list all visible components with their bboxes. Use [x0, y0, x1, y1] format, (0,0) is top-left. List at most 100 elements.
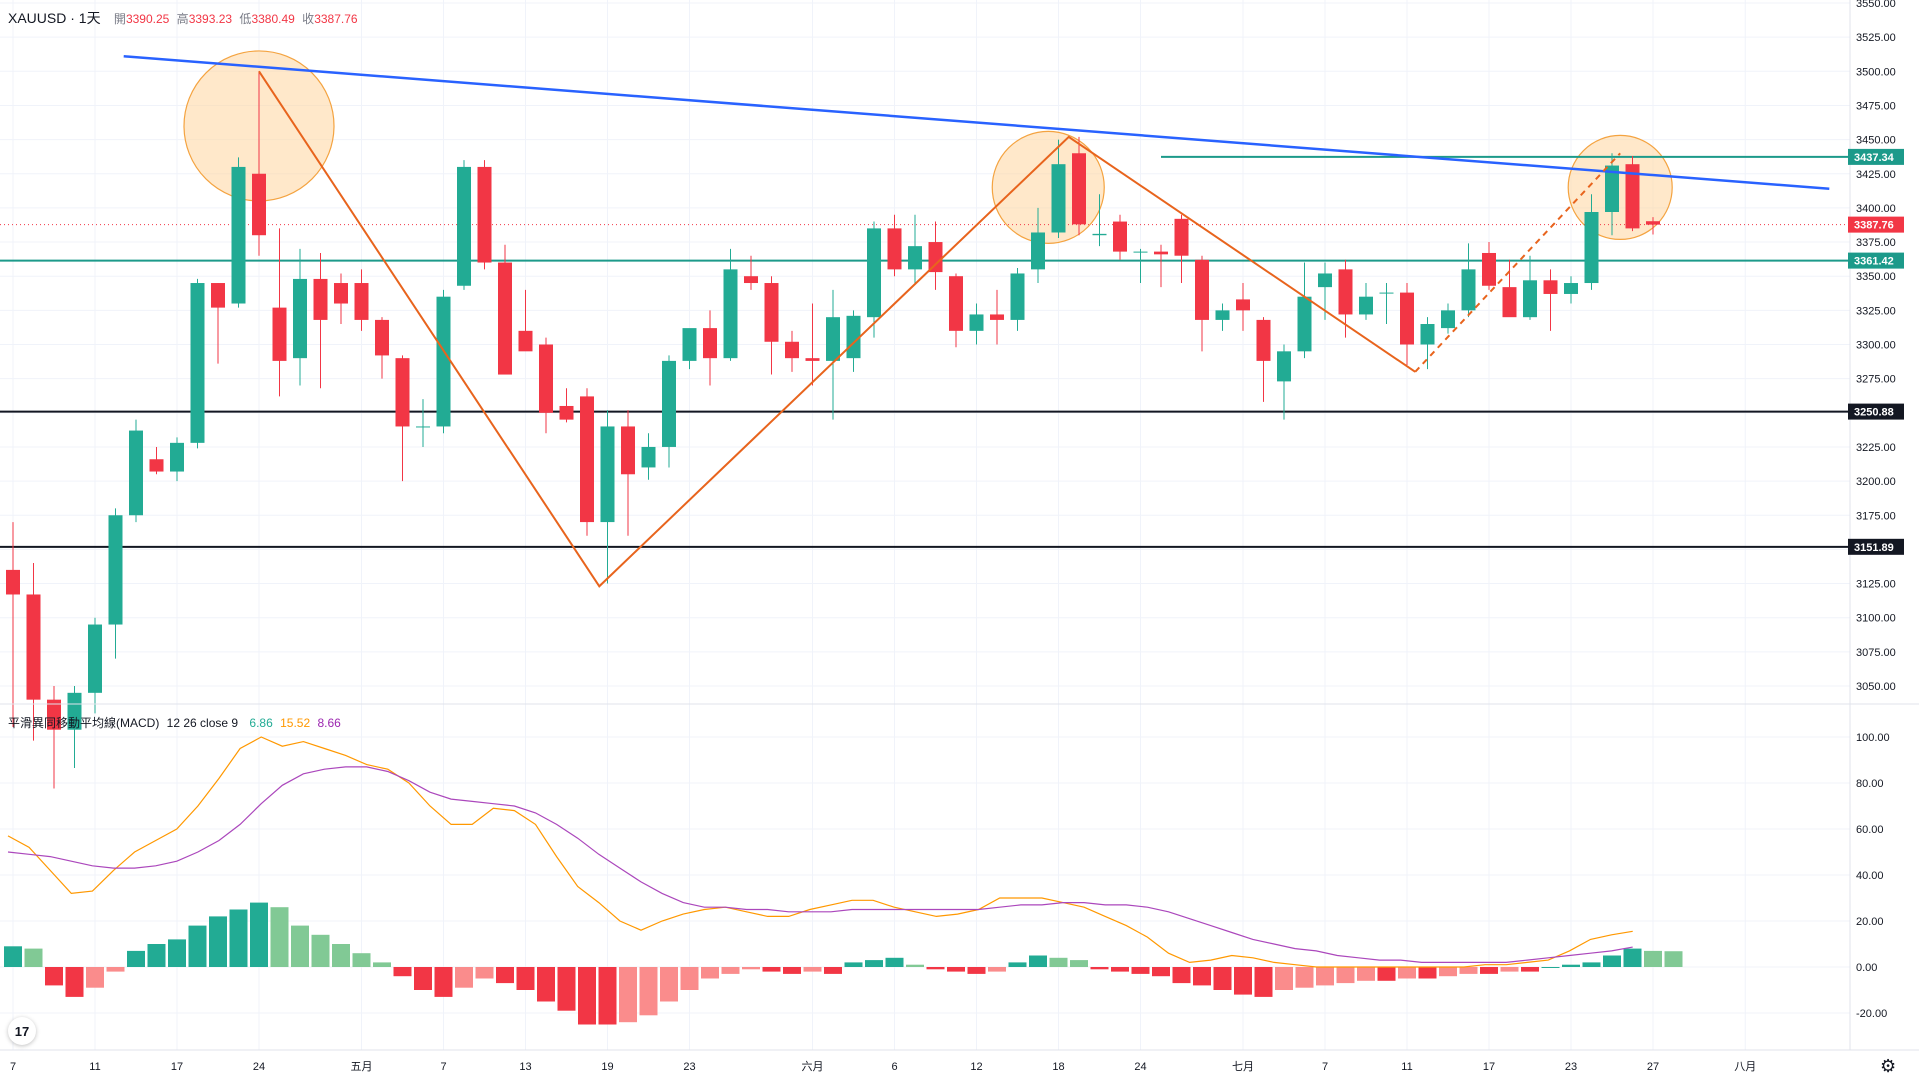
candle [354, 269, 369, 331]
candle-body [1502, 287, 1517, 318]
candle [723, 248, 738, 361]
macd-histogram-bar [393, 967, 412, 977]
time-axis-tick: 7 [1322, 1061, 1328, 1073]
time-axis-tick: 11 [89, 1061, 100, 1073]
candle-body [1256, 319, 1271, 361]
candle [969, 303, 984, 345]
candle-body [580, 396, 594, 523]
descending-trendline [123, 55, 1830, 191]
low-value: 3380.49 [251, 12, 295, 26]
candle-body [190, 283, 205, 443]
candle [1010, 268, 1025, 331]
candle [190, 278, 205, 449]
price-axis-tick: 3275.00 [1856, 374, 1896, 386]
candle [846, 310, 861, 372]
macd-histogram-bar [906, 964, 924, 967]
candle-body [908, 246, 922, 270]
candle [1277, 344, 1291, 420]
candle-body [457, 166, 471, 286]
candle-body [949, 276, 963, 331]
candle [1564, 276, 1578, 304]
level-badge: 3151.89 [1848, 538, 1904, 555]
candle [252, 71, 266, 256]
candle-body [641, 446, 656, 468]
macd-histogram-bar [332, 944, 350, 967]
candle [272, 228, 287, 397]
candle-body [887, 228, 902, 270]
candle-body [1482, 252, 1496, 286]
candle [1523, 255, 1537, 320]
time-axis-tick: 27 [1647, 1061, 1659, 1073]
macd-histogram-bar [434, 967, 453, 997]
level-badge-text: 3250.88 [1854, 407, 1894, 419]
candle [1215, 303, 1230, 331]
candle-body [682, 328, 697, 361]
macd-histogram-bar [1070, 960, 1088, 967]
symbol-title[interactable]: XAUUSD · 1天 [8, 10, 101, 26]
candle [1051, 139, 1066, 238]
candle-body [375, 319, 389, 356]
candle [1133, 248, 1148, 284]
macd-histogram-bar [1049, 957, 1068, 967]
macd-histogram-bar [106, 967, 125, 972]
candle [1646, 217, 1660, 235]
price-axis-tick: 3450.00 [1856, 135, 1896, 147]
level-badge-text: 3361.42 [1854, 256, 1894, 268]
time-axis-tick: 17 [1483, 1061, 1495, 1073]
gear-icon[interactable]: ⚙ [1880, 1056, 1897, 1076]
price-axis-tick: 3100.00 [1856, 613, 1896, 625]
candle-body [1154, 251, 1168, 255]
candle-body [1461, 269, 1476, 311]
macd-histogram-bar [865, 960, 883, 967]
price-axis-tick: 3550.00 [1856, 0, 1896, 10]
candle-body [211, 283, 225, 308]
time-axis-tick: 18 [1052, 1061, 1064, 1073]
macd-histogram-bar [352, 953, 371, 967]
price-axis-tick: 3175.00 [1856, 510, 1896, 522]
candle-body [354, 283, 369, 320]
macd-title[interactable]: 平滑異同移動平均線(MACD) [8, 716, 160, 730]
macd-histogram-bar [947, 967, 965, 972]
candle [477, 160, 492, 270]
candle [908, 214, 922, 284]
open-label: 開 [113, 12, 126, 26]
candle [518, 289, 533, 352]
macd-histogram-bar [1480, 967, 1498, 974]
price-axis-tick: 3300.00 [1856, 340, 1896, 352]
time-axis-tick: 13 [519, 1061, 531, 1073]
macd-histogram-bar [557, 967, 576, 1011]
last-price-badge: 3387.76 [1848, 216, 1904, 233]
candle [682, 328, 697, 370]
candle-body [436, 296, 451, 427]
macd-axis-tick: 60.00 [1856, 824, 1884, 836]
candle [539, 337, 553, 434]
candle-body [826, 317, 840, 361]
macd-histogram-bar [188, 925, 207, 967]
candle [1072, 136, 1086, 236]
last-price-badge-bg [1848, 216, 1904, 233]
macd-histogram-bar [1459, 967, 1478, 974]
macd-histogram-bar [168, 939, 186, 967]
candle [1441, 303, 1455, 334]
candle-body [1277, 351, 1291, 382]
candle [703, 310, 717, 386]
macd-histogram-bar [229, 909, 248, 967]
macd-histogram-bar [1029, 955, 1047, 967]
candle [1359, 283, 1373, 320]
macd-histogram-bar [844, 962, 863, 967]
macd-signal-value: 8.66 [317, 716, 341, 730]
candle-body [1646, 221, 1660, 225]
candle-body [785, 341, 799, 359]
macd-histogram-bar [4, 946, 22, 967]
macd-histogram-bar [1275, 967, 1293, 990]
macd-line [7, 736, 1633, 968]
macd-histogram-bar [250, 902, 268, 967]
time-axis-tick: 23 [1565, 1061, 1577, 1073]
candle [1379, 283, 1394, 325]
time-axis-tick: 7 [10, 1061, 16, 1073]
candle [1482, 242, 1496, 290]
macd-histogram-bar [270, 907, 289, 967]
candle [436, 289, 451, 434]
tradingview-logo-icon[interactable]: 17 [8, 1017, 36, 1045]
